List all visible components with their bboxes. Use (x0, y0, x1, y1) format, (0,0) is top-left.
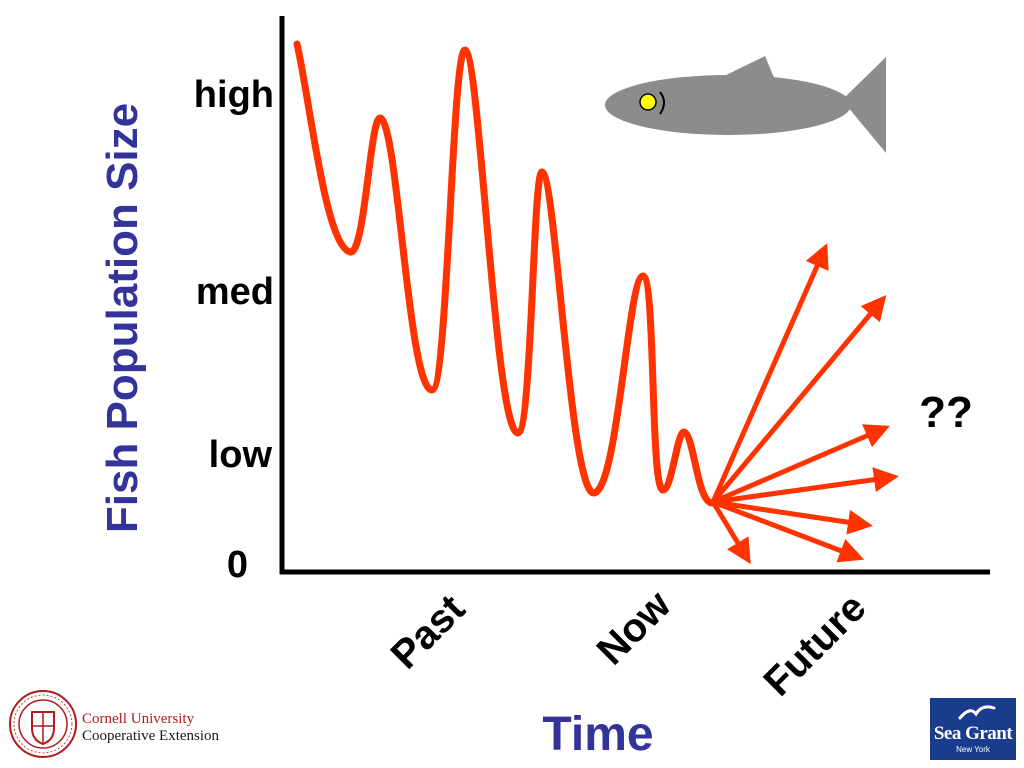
cornell-university-text: Cornell University (82, 711, 195, 727)
fish-icon (605, 56, 886, 153)
future-arrow-1 (710, 243, 829, 505)
future-arrows (710, 243, 899, 565)
future-arrow-5 (710, 499, 873, 535)
future-arrow-3 (710, 424, 890, 505)
future-uncertainty-annotation: ?? (919, 388, 973, 437)
future-arrow-6 (710, 499, 865, 563)
future-arrow-2 (710, 295, 887, 505)
x-axis-title: Time (542, 708, 654, 761)
cornell-extension-logo-text: Cornell University Cooperative Extension (82, 711, 219, 745)
y-level-low: low (208, 434, 272, 476)
y-level-zero: 0 (226, 544, 248, 586)
sea-grant-subtitle: New York (956, 745, 990, 754)
y-level-med: med (195, 271, 274, 313)
future-arrow-7 (710, 499, 751, 565)
y-level-high: high (193, 74, 274, 116)
sea-grant-logo: Sea Grant New York (930, 698, 1016, 760)
sea-grant-name: Sea Grant (933, 723, 1013, 744)
cornell-seal-icon (9, 690, 77, 758)
future-arrow-4 (710, 467, 899, 505)
population-curve (293, 40, 716, 507)
cooperative-extension-text: Cooperative Extension (82, 728, 220, 744)
gull-icon (958, 705, 996, 720)
y-axis-title: Fish Population Size (98, 102, 147, 534)
